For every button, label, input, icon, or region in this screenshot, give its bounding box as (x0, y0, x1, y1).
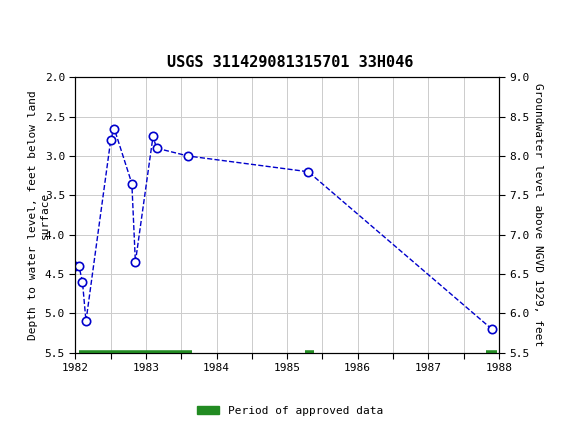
Legend: Period of approved data: Period of approved data (193, 401, 387, 420)
Y-axis label: Groundwater level above NGVD 1929, feet: Groundwater level above NGVD 1929, feet (533, 83, 543, 347)
Text: USGS 311429081315701 33H046: USGS 311429081315701 33H046 (167, 55, 413, 70)
Y-axis label: Depth to water level, feet below land
surface: Depth to water level, feet below land su… (28, 90, 50, 340)
Text: ╳USGS: ╳USGS (9, 15, 63, 36)
